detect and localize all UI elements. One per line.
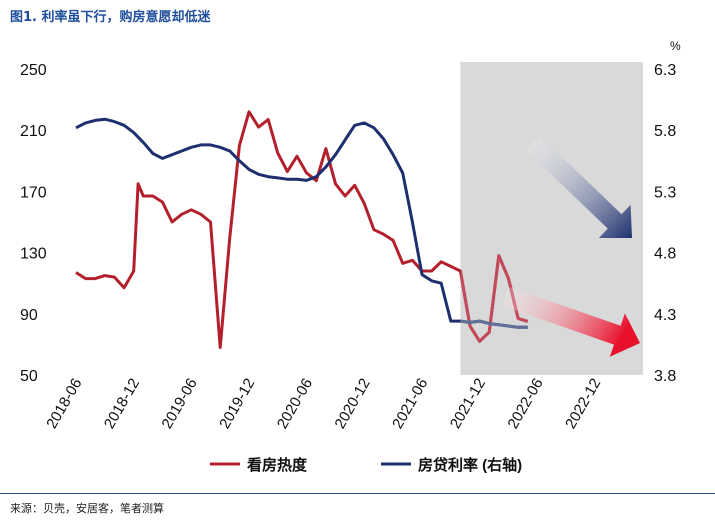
series-line-viewing-heat-shaded — [460, 254, 529, 343]
left-tick-label-1: 210 — [20, 123, 47, 140]
x-tick-label-0: 2018-06 — [43, 376, 85, 432]
right-tick-label-3: 4.8 — [654, 246, 676, 263]
right-tick-label-1: 5.8 — [654, 123, 676, 140]
x-tick-label-5: 2020-12 — [332, 376, 374, 432]
footer-divider — [0, 493, 715, 494]
x-tick-label-7: 2021-12 — [447, 375, 489, 431]
right-tick-label-5: 3.8 — [654, 368, 676, 385]
left-tick-label-3: 130 — [20, 246, 47, 263]
series-line-viewing-heat — [75, 110, 529, 349]
right-unit-label: % — [670, 39, 681, 53]
left-tick-label-0: 250 — [20, 62, 47, 79]
series-line-mortgage-rate — [75, 117, 528, 329]
source-note: 来源：贝壳，安居客，笔者测算 — [10, 502, 164, 515]
chart-title: 图1. 利率虽下行，购房意愿却低迷 — [10, 10, 211, 25]
trend-arrow-down-blue — [526, 135, 632, 238]
right-tick-label-2: 5.3 — [654, 184, 676, 201]
left-tick-label-4: 90 — [20, 307, 38, 324]
chart: 250 210 170 130 90 50 6.3 5.8 5.3 4.8 4.3 3.8% 2018-… — [20, 39, 681, 474]
x-tick-label-4: 2020-06 — [274, 376, 316, 432]
series-line-mortgage-rate-shaded — [460, 319, 528, 329]
left-tick-label-5: 50 — [20, 368, 38, 385]
right-tick-label-4: 4.3 — [654, 307, 676, 324]
legend-label-viewing-heat: 看房热度 — [247, 456, 308, 474]
legend-label-mortgage-rate: 房贷利率 (右轴) — [418, 456, 522, 474]
trend-arrow-down-red — [501, 286, 640, 357]
right-tick-label-0: 6.3 — [654, 62, 676, 79]
x-tick-label-3: 2019-12 — [216, 376, 258, 432]
x-tick-label-1: 2018-12 — [101, 376, 143, 432]
x-tick-label-2: 2019-06 — [159, 376, 201, 432]
x-tick-label-8: 2022-06 — [504, 376, 546, 432]
left-tick-label-2: 170 — [20, 184, 47, 201]
x-tick-label-6: 2021-06 — [389, 376, 431, 432]
x-tick-label-9: 2022-12 — [562, 376, 604, 432]
